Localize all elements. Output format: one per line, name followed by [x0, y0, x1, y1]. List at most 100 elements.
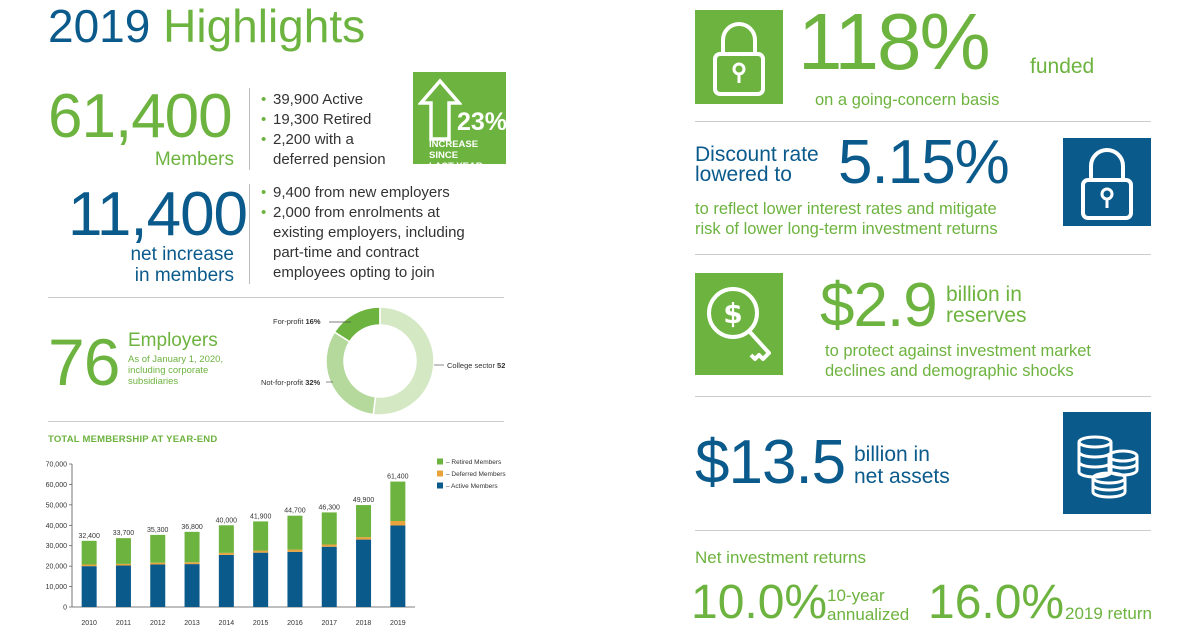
y-tick-label: 60,000 — [46, 482, 68, 489]
net-increase-bullet: existing employers, including — [273, 224, 465, 241]
bar-segment — [321, 546, 337, 607]
increase-percent: 23% — [457, 108, 508, 136]
section-divider — [48, 421, 504, 422]
bar-total-label: 33,700 — [113, 530, 135, 537]
ten-year-value: 10.0% — [691, 576, 828, 629]
title-year: 2019 — [48, 0, 151, 52]
members-bullet: deferred pension — [273, 151, 386, 168]
y-tick-label: 30,000 — [46, 543, 68, 550]
members-bullet: 2,200 with a — [261, 130, 386, 150]
discount-value: 5.15% — [838, 128, 1010, 197]
employers-label: Employers — [128, 330, 218, 351]
section-divider — [695, 530, 1151, 531]
increase-caption: INCREASE SINCE LAST YEAR — [429, 139, 483, 172]
bar-total-label: 41,900 — [250, 513, 272, 520]
funded-value: 118% — [798, 0, 991, 86]
y-tick-label: 70,000 — [46, 462, 68, 469]
net-increase-divider — [249, 184, 250, 284]
funded-desc: on a going-concern basis — [815, 91, 1000, 109]
bar-segment — [390, 520, 406, 526]
up-arrow-icon — [418, 78, 462, 141]
bar-total-label: 36,800 — [181, 524, 203, 531]
net-increase-value: 11,400 — [68, 180, 248, 249]
members-bullet: 19,300 Retired — [261, 110, 386, 130]
increase-badge: 23% INCREASE SINCE LAST YEAR — [413, 72, 508, 172]
legend-label: – Retired Members — [446, 459, 502, 466]
legend-label: – Active Members — [446, 483, 498, 490]
section-divider — [48, 297, 504, 298]
bar-total-label: 40,000 — [216, 517, 238, 524]
svg-text:$: $ — [723, 297, 742, 330]
reserves-desc: to protect against investment market dec… — [825, 342, 1091, 380]
bar-segment — [81, 566, 97, 607]
page-title: 2019 Highlights — [48, 0, 365, 52]
members-divider — [249, 88, 250, 170]
bar-segment — [253, 521, 269, 551]
bar-total-label: 35,300 — [147, 527, 169, 534]
x-tick-label: 2011 — [116, 620, 131, 627]
ten-year-label: 10-year annualized — [827, 586, 910, 624]
net-increase-bullet: 9,400 from new employers — [261, 183, 465, 203]
bar-total-label: 44,700 — [284, 508, 306, 515]
lock-icon — [713, 22, 765, 96]
net-increase-bullet: part-time and contract — [273, 244, 419, 261]
net-assets-unit: billion in net assets — [854, 443, 950, 488]
bar-total-label: 32,400 — [78, 533, 100, 540]
bar-segment — [356, 505, 372, 538]
members-bullets: 39,900 Active 19,300 Retired 2,200 with … — [261, 90, 386, 170]
discount-desc: to reflect lower interest rates and miti… — [695, 200, 998, 238]
net-increase-bullets: 9,400 from new employers 2,000 from enro… — [261, 183, 465, 283]
members-bullet: 39,900 Active — [261, 90, 386, 110]
bar-segment — [184, 531, 200, 563]
y-tick-label: 10,000 — [46, 584, 68, 591]
discount-tile — [1063, 138, 1151, 226]
bar-segment — [218, 525, 234, 553]
lock-icon — [1081, 148, 1133, 220]
chart-title: TOTAL MEMBERSHIP AT YEAR-END — [48, 434, 218, 445]
bar-segment — [356, 539, 372, 607]
members-label: Members — [154, 149, 234, 170]
donut-label: College sector 52% — [447, 361, 505, 370]
bar-segment — [81, 540, 97, 565]
bar-segment — [253, 552, 269, 607]
year-return-value: 16.0% — [928, 576, 1065, 629]
bar-total-label: 49,900 — [353, 497, 375, 504]
bar-segment — [390, 525, 406, 607]
discount-label: Discount rate lowered to — [695, 143, 819, 186]
x-tick-label: 2017 — [321, 620, 337, 627]
legend-swatch — [437, 482, 443, 489]
bar-segment — [356, 537, 372, 540]
bar-total-label: 46,300 — [319, 504, 341, 511]
legend-swatch — [437, 458, 443, 465]
x-tick-label: 2018 — [356, 620, 372, 627]
x-tick-label: 2014 — [219, 620, 235, 627]
net-increase-bullet: employees opting to join — [273, 264, 435, 281]
reserves-tile: $ — [695, 273, 783, 375]
x-tick-label: 2015 — [253, 620, 269, 627]
bar-segment — [81, 564, 97, 567]
x-tick-label: 2016 — [287, 620, 303, 627]
net-assets-tile — [1063, 412, 1151, 514]
returns-title: Net investment returns — [695, 548, 867, 567]
reserves-value: $2.9 — [820, 271, 938, 340]
employers-note: As of January 1, 2020, including corpora… — [128, 354, 224, 387]
donut-slice — [372, 306, 435, 416]
bar-segment — [184, 562, 200, 565]
members-value: 61,400 — [48, 82, 233, 151]
bar-segment — [287, 515, 303, 550]
bar-segment — [184, 564, 200, 607]
dollar-key-icon: $ — [707, 287, 771, 361]
coin-stack-icon — [1077, 435, 1139, 499]
year-return-label: 2019 return — [1065, 604, 1152, 623]
bar-segment — [253, 550, 269, 553]
x-tick-label: 2013 — [184, 620, 200, 627]
y-tick-label: 50,000 — [46, 502, 68, 509]
bar-segment — [218, 552, 234, 555]
section-divider — [695, 121, 1151, 122]
bar-segment — [150, 564, 166, 607]
y-tick-label: 20,000 — [46, 564, 68, 571]
reserves-unit: billion in reserves — [946, 283, 1027, 327]
x-tick-label: 2019 — [390, 620, 406, 627]
donut-label: Not-for-profit 32% — [261, 378, 321, 387]
title-word: Highlights — [163, 0, 366, 52]
